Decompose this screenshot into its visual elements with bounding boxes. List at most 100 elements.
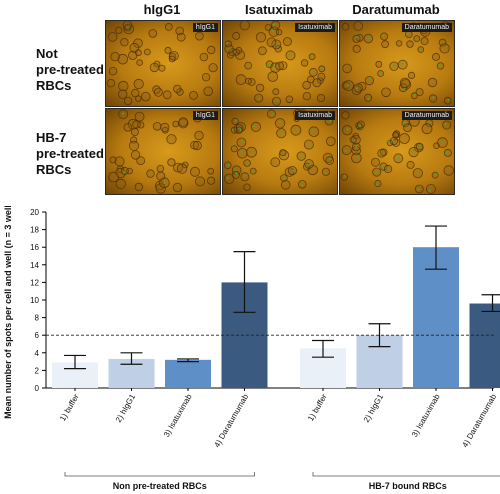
cell-outline [287, 165, 298, 176]
fluorescent-spot [441, 140, 444, 144]
micrograph-tile: Daratumumab [339, 20, 455, 107]
fluorescent-spot [386, 167, 389, 170]
micrograph-tile: Isatuximab [222, 20, 338, 107]
fluorescent-spot [355, 36, 358, 39]
cell-outline [132, 120, 141, 129]
cell-outline [340, 173, 348, 181]
cell-outline [379, 162, 388, 171]
cell-outline [134, 111, 145, 122]
cell-outline [169, 51, 179, 61]
micrograph-tag: Isatuximab [295, 111, 335, 120]
fluorescent-spot [232, 146, 235, 149]
cell-outline [207, 176, 216, 185]
micrograph-tile: Isatuximab [222, 108, 338, 195]
cell-outline [282, 37, 292, 47]
cell-outline [341, 23, 350, 31]
cell-outline [325, 156, 334, 165]
cell-outline [223, 173, 235, 185]
cell-outline [176, 163, 188, 174]
micrograph-tag: hIgG1 [192, 111, 218, 120]
fluorescent-spot [414, 37, 417, 40]
fluorescent-spot [382, 34, 385, 37]
cell-outline [201, 73, 211, 82]
cell-outline [255, 32, 267, 43]
cell-outline [442, 120, 452, 130]
cell-outline [274, 118, 286, 129]
fluorescent-spot [401, 62, 404, 65]
cell-outline [258, 46, 267, 56]
cell-outline [429, 94, 438, 103]
cell-outline [231, 170, 240, 179]
cell-outline [302, 91, 312, 101]
micrograph-tag: Isatuximab [295, 23, 335, 32]
cell-outline [231, 117, 239, 125]
cell-outline [123, 122, 133, 132]
fluorescent-spot [237, 127, 240, 130]
cell-outline [356, 120, 365, 129]
fluorescent-spot [235, 119, 238, 122]
cell-outline [137, 121, 145, 129]
y-tick-label: 2 [35, 366, 40, 375]
cell-outline [168, 55, 176, 63]
x-tick-label: 3) Isatuximab [410, 392, 442, 439]
bar [469, 303, 500, 388]
cell-outline [115, 26, 123, 34]
column-header-hIgG1: hIgG1 [143, 2, 181, 17]
cell-outline [118, 89, 128, 99]
row-label-not-pretreated: Not pre-treated RBCs [36, 46, 104, 94]
x-tick-label: 1) buffer [58, 392, 81, 422]
fluorescent-spot [411, 149, 414, 152]
fluorescent-spot [271, 29, 275, 32]
cell-outline [230, 145, 238, 153]
cell-outline [381, 87, 391, 98]
cell-outline [255, 83, 265, 93]
cell-outline [246, 146, 257, 158]
y-axis-label: Mean number of spots per cell and well (… [3, 206, 13, 419]
fluorescent-spot [324, 171, 327, 174]
fluorescent-spot [406, 33, 409, 36]
fluorescent-spot [288, 54, 292, 57]
fluorescent-spot [347, 84, 350, 87]
cell-outline [317, 72, 326, 81]
group-bracket [312, 472, 500, 477]
cell-outline [133, 78, 144, 90]
cell-outline [194, 130, 204, 141]
cell-outline [148, 29, 158, 38]
fluorescent-spot [296, 128, 299, 131]
cell-outline [176, 32, 186, 42]
x-tick-label: 3) Isatuximab [162, 392, 194, 439]
fluorescent-spot [253, 125, 256, 128]
y-tick-label: 14 [30, 261, 39, 270]
cell-outline [425, 184, 436, 194]
fluorescent-spot [435, 173, 438, 176]
cell-outline [244, 61, 253, 70]
cell-outline [156, 171, 166, 181]
cell-outline [130, 127, 139, 136]
fluorescent-spot [417, 188, 420, 191]
fluorescent-spot [374, 171, 378, 174]
cell-outline [106, 79, 116, 88]
cell-outline [199, 52, 209, 62]
cell-outline [439, 43, 450, 54]
cell-outline [375, 60, 383, 68]
cell-outline [135, 49, 142, 57]
cell-outline [407, 71, 416, 80]
fluorescent-spot [312, 129, 315, 132]
y-tick-label: 4 [35, 349, 40, 358]
fluorescent-spot [241, 140, 244, 143]
cell-outline [206, 45, 216, 55]
cell-outline [240, 172, 250, 182]
cell-outline [280, 180, 291, 190]
fluorescent-spot [419, 48, 422, 51]
fluorescent-spot [306, 164, 309, 167]
y-tick-label: 16 [30, 243, 39, 252]
fluorescent-spot [248, 64, 251, 67]
cell-outline [152, 121, 162, 131]
fluorescent-spot [432, 96, 435, 99]
cell-outline [195, 31, 204, 41]
cell-outline [110, 52, 120, 62]
cell-outline [411, 92, 418, 100]
fluorescent-spot [226, 42, 229, 45]
cell-outline [235, 126, 243, 134]
